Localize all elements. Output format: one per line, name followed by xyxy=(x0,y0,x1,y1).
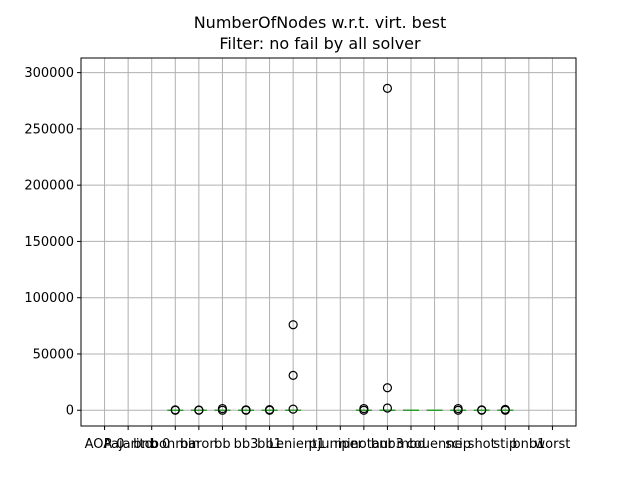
outlier-point xyxy=(194,405,204,415)
outlier-point xyxy=(170,405,180,415)
outlier-point xyxy=(217,403,228,414)
outlier-point xyxy=(288,370,298,380)
y-tick-label: 50000 xyxy=(33,347,74,362)
x-tick-label: Pajarito xyxy=(104,437,153,452)
x-tick-label: Lenient xyxy=(269,437,317,452)
outlier-point xyxy=(382,403,393,413)
outlier-layer xyxy=(170,83,510,415)
x-tick-label: bnb 0 xyxy=(133,437,170,452)
x-tick-label: mbd xyxy=(396,437,425,452)
x-tick-label: worst xyxy=(535,437,571,452)
outlier-point xyxy=(264,404,275,415)
chart-subtitle: Filter: no fail by all solver xyxy=(219,34,421,53)
x-tick-label: juniper xyxy=(317,437,364,452)
x-tick-label: p1 xyxy=(308,437,325,452)
y-tick-label: 300000 xyxy=(24,66,74,81)
x-tick-label: couenne xyxy=(407,437,463,452)
outlier-point xyxy=(288,404,298,414)
x-tick-label: shot xyxy=(468,437,496,452)
y-axis: 0 50000 100000 150000 200000 250000 300000 xyxy=(24,66,81,419)
x-tick-label: bnb1 xyxy=(512,437,545,452)
outlier-point xyxy=(500,404,510,414)
x-tick-label: stip xyxy=(493,437,517,452)
outlier-point xyxy=(382,383,393,393)
outlier-point xyxy=(288,320,298,330)
y-tick-label: 150000 xyxy=(24,235,74,250)
chart-title: NumberOfNodes w.r.t. virt. best xyxy=(194,13,447,32)
x-tick-label: bonmin xyxy=(151,437,200,452)
outlier-point xyxy=(453,403,463,414)
x-tick-label: bb3 xyxy=(234,437,259,452)
grid-layer xyxy=(81,58,576,426)
outlier-point xyxy=(382,83,393,93)
x-tick-label: bb1 xyxy=(257,437,282,452)
y-tick-label: 250000 xyxy=(24,122,74,137)
y-tick-label: 0 xyxy=(66,404,74,419)
outlier-point xyxy=(241,405,251,415)
x-tick-label: bnb3 xyxy=(371,437,404,452)
x-tick-label: minotaur xyxy=(334,437,394,452)
x-tick-label: AOA 0 xyxy=(85,437,125,452)
x-tick-label: baron xyxy=(180,437,217,452)
outlier-point xyxy=(359,403,369,414)
outlier-point xyxy=(477,405,487,415)
y-tick-label: 100000 xyxy=(24,291,74,306)
x-tick-label: bb xyxy=(214,437,231,452)
x-tick-label: scip xyxy=(445,437,471,452)
plot-area-frame xyxy=(80,57,577,427)
y-tick-label: 200000 xyxy=(24,179,74,194)
